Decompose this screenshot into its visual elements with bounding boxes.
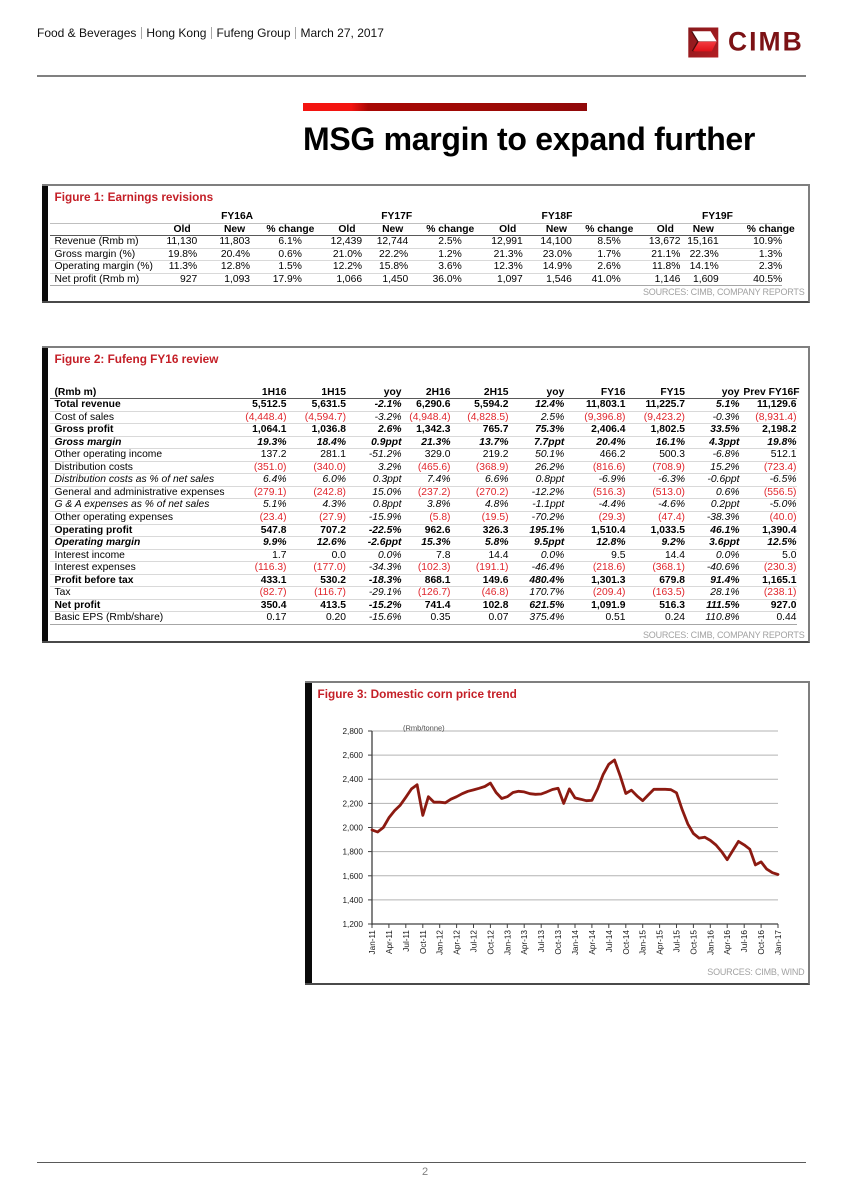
svg-text:CIMB: CIMB (728, 27, 804, 57)
